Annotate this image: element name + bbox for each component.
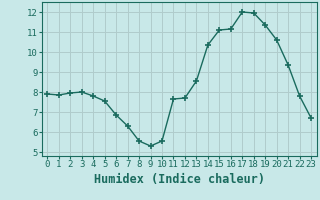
X-axis label: Humidex (Indice chaleur): Humidex (Indice chaleur) [94, 173, 265, 186]
